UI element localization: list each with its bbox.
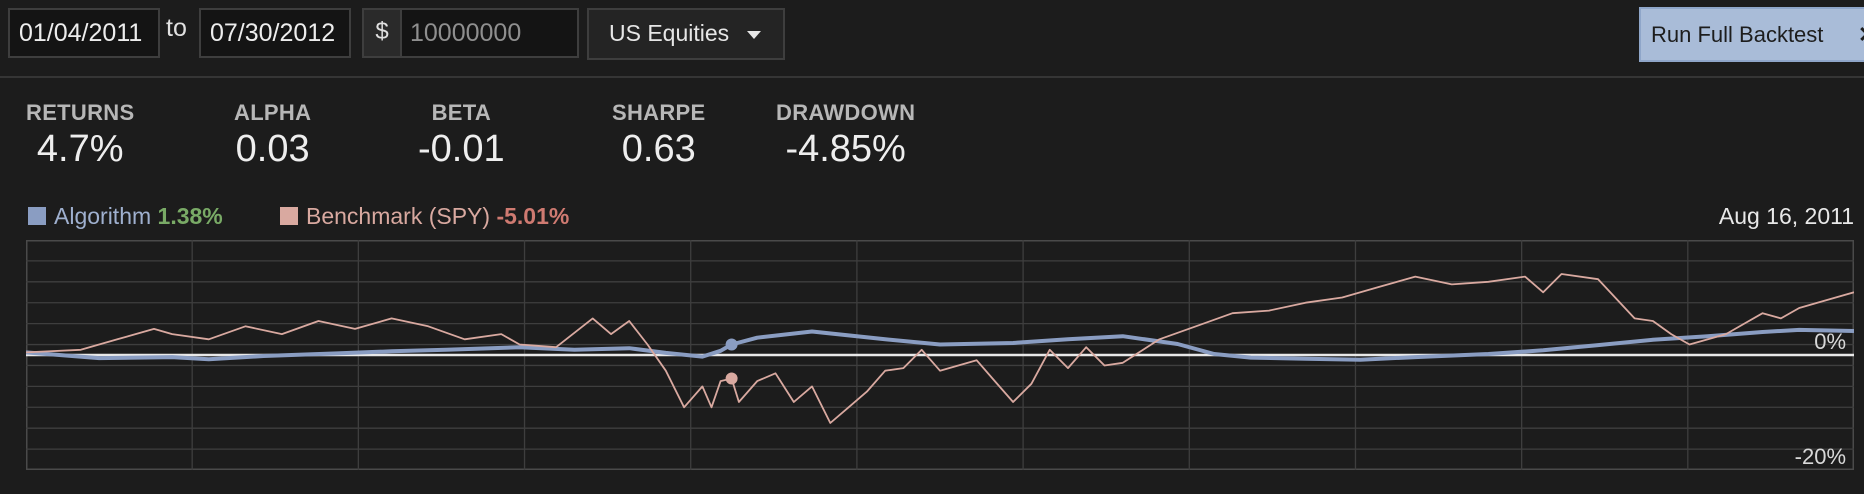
metric-alpha: ALPHA 0.03 (234, 100, 311, 171)
run-full-backtest-button[interactable]: Run Full Backtest ✕ (1639, 7, 1864, 62)
metric-drawdown-value: -4.85% (785, 128, 906, 170)
metric-drawdown: DRAWDOWN -4.85% (776, 100, 915, 171)
legend-algorithm-name: Algorithm (54, 203, 152, 229)
legend-algorithm-swatch (28, 207, 46, 225)
hover-marker-benchmark (725, 372, 738, 385)
series-benchmark-line (26, 273, 1854, 424)
metric-beta-label: BETA (431, 100, 492, 125)
hover-marker-algorithm (725, 338, 738, 351)
metric-beta-value: -0.01 (418, 128, 505, 170)
metric-returns-label: RETURNS (26, 100, 135, 125)
caret-down-icon (747, 31, 761, 39)
y-tick-label-0: 0% (1814, 329, 1846, 354)
capital-input[interactable]: 10000000 (410, 19, 522, 47)
performance-chart[interactable]: 0% -20% (26, 240, 1854, 470)
capital-input-group: $ 10000000 (362, 8, 579, 58)
metric-returns: RETURNS 4.7% (26, 100, 134, 171)
hover-date: Aug 16, 2011 (1718, 203, 1854, 229)
close-icon[interactable]: ✕ (1858, 9, 1864, 60)
end-date-input[interactable]: 07/30/2012 (199, 8, 351, 58)
universe-select-value: US Equities (609, 20, 730, 46)
metric-sharpe: SHARPE 0.63 (612, 100, 706, 171)
metric-sharpe-value: 0.63 (621, 128, 696, 170)
legend-algorithm-value: 1.38% (157, 203, 223, 229)
metric-sharpe-label: SHARPE (612, 100, 706, 125)
toolbar: 01/04/2011 to 07/30/2012 $ 10000000 US E… (0, 0, 1864, 76)
legend-benchmark-swatch (280, 207, 298, 225)
metric-beta: BETA -0.01 (418, 100, 505, 171)
toolbar-divider (0, 76, 1864, 78)
y-tick-label-neg20: -20% (1795, 444, 1846, 469)
legend-algorithm[interactable]: Algorithm 1.38% (28, 203, 223, 230)
metric-drawdown-label: DRAWDOWN (776, 100, 916, 125)
metric-returns-value: 4.7% (36, 128, 124, 170)
date-range-to-label: to (166, 14, 187, 42)
series-algorithm-line (26, 327, 1854, 362)
legend-benchmark-value: -5.01% (496, 203, 570, 229)
legend-benchmark-name: Benchmark (SPY) (306, 203, 491, 229)
metric-alpha-value: 0.03 (235, 128, 310, 170)
metric-alpha-label: ALPHA (234, 100, 312, 125)
universe-select[interactable]: US Equities (587, 8, 785, 60)
currency-symbol: $ (364, 10, 402, 56)
run-full-backtest-label: Run Full Backtest (1651, 22, 1824, 47)
start-date-input[interactable]: 01/04/2011 (8, 8, 160, 58)
legend-benchmark[interactable]: Benchmark (SPY) -5.01% (280, 203, 569, 230)
